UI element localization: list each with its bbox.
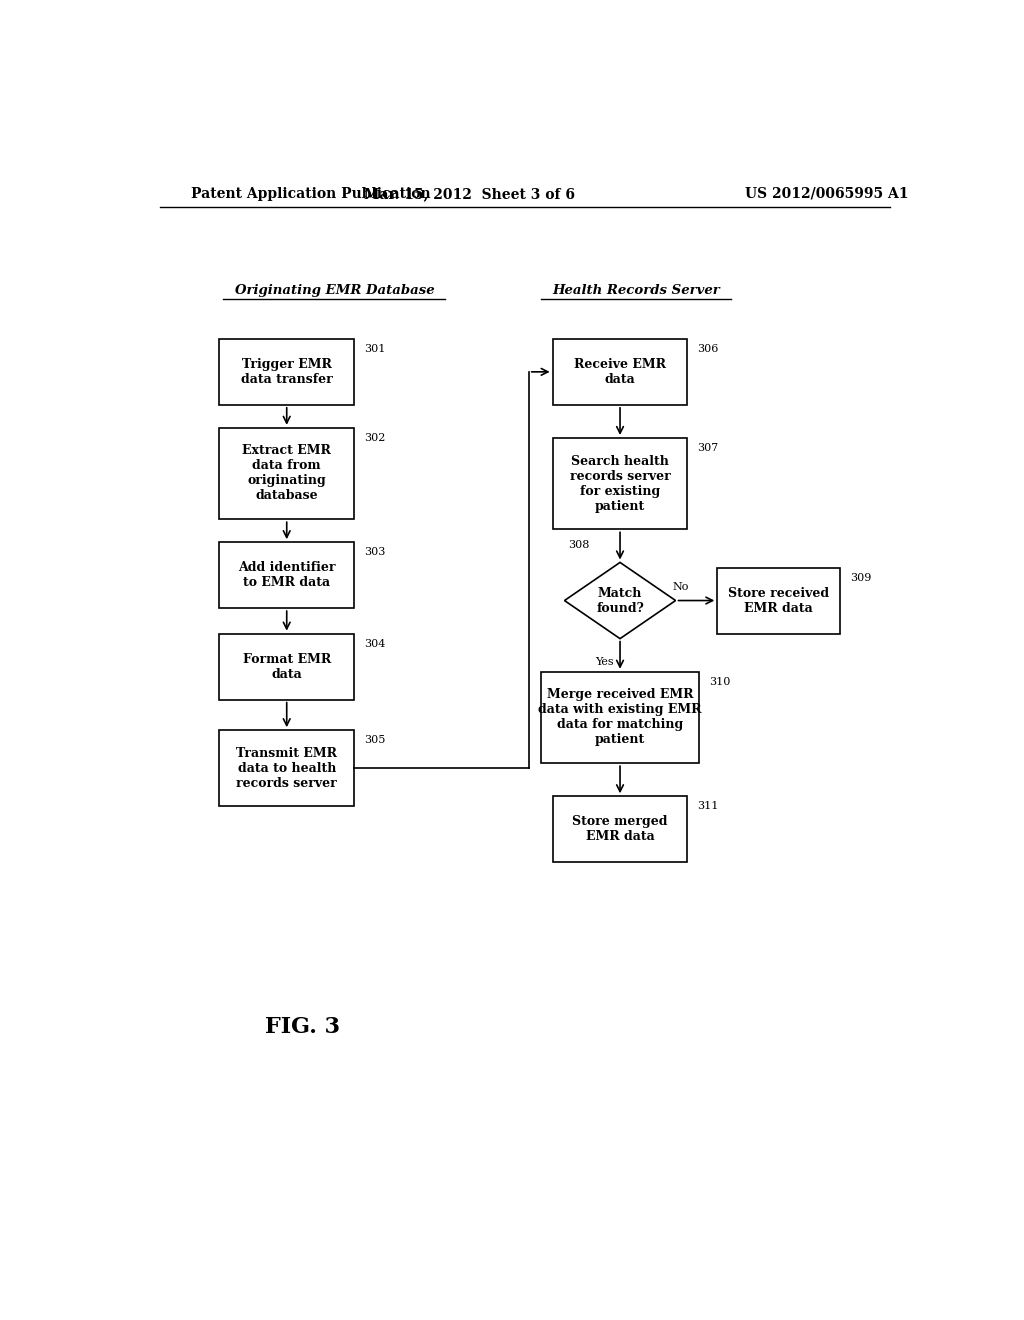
Text: 307: 307 (697, 444, 718, 453)
Text: 302: 302 (364, 433, 385, 442)
Text: No: No (673, 582, 689, 593)
Text: Format EMR
data: Format EMR data (243, 652, 331, 681)
FancyBboxPatch shape (219, 730, 354, 807)
Text: Originating EMR Database: Originating EMR Database (234, 284, 434, 297)
Text: 309: 309 (850, 573, 871, 582)
Text: Store received
EMR data: Store received EMR data (728, 586, 829, 615)
Text: Health Records Server: Health Records Server (552, 284, 720, 297)
Text: 303: 303 (364, 548, 385, 557)
Text: FIG. 3: FIG. 3 (265, 1016, 340, 1039)
Text: 310: 310 (709, 677, 730, 686)
FancyBboxPatch shape (553, 796, 687, 862)
FancyBboxPatch shape (219, 634, 354, 700)
FancyBboxPatch shape (553, 438, 687, 529)
FancyBboxPatch shape (717, 568, 841, 634)
FancyBboxPatch shape (553, 339, 687, 405)
Text: Yes: Yes (595, 657, 613, 667)
Text: Mar. 15, 2012  Sheet 3 of 6: Mar. 15, 2012 Sheet 3 of 6 (364, 187, 574, 201)
Polygon shape (564, 562, 676, 639)
FancyBboxPatch shape (219, 543, 354, 609)
Text: 306: 306 (697, 345, 719, 354)
Text: 301: 301 (364, 345, 385, 354)
Text: US 2012/0065995 A1: US 2012/0065995 A1 (744, 187, 908, 201)
Text: Transmit EMR
data to health
records server: Transmit EMR data to health records serv… (237, 747, 337, 789)
Text: Store merged
EMR data: Store merged EMR data (572, 816, 668, 843)
FancyBboxPatch shape (541, 672, 699, 763)
Text: Search health
records server
for existing
patient: Search health records server for existin… (569, 454, 671, 512)
Text: 308: 308 (568, 540, 590, 550)
Text: Patent Application Publication: Patent Application Publication (191, 187, 431, 201)
Text: 311: 311 (697, 801, 719, 812)
Text: Match
found?: Match found? (596, 586, 644, 615)
Text: Trigger EMR
data transfer: Trigger EMR data transfer (241, 358, 333, 385)
Text: 304: 304 (364, 639, 385, 648)
Text: Extract EMR
data from
originating
database: Extract EMR data from originating databa… (243, 445, 331, 503)
Text: 305: 305 (364, 735, 385, 746)
FancyBboxPatch shape (219, 428, 354, 519)
FancyBboxPatch shape (219, 339, 354, 405)
Text: Merge received EMR
data with existing EMR
data for matching
patient: Merge received EMR data with existing EM… (539, 689, 701, 746)
Text: Add identifier
to EMR data: Add identifier to EMR data (238, 561, 336, 589)
Text: Receive EMR
data: Receive EMR data (574, 358, 666, 385)
